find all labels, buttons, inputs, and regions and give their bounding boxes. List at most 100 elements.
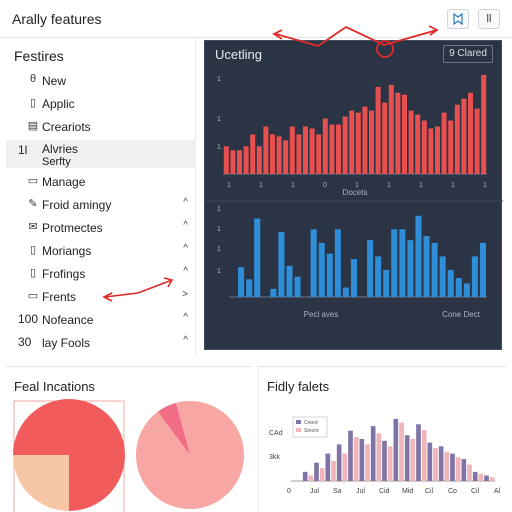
bottom-chart-bar xyxy=(367,240,374,297)
top-chart-bar xyxy=(481,74,487,174)
bottom-chart-bar xyxy=(471,256,478,297)
sidebar-item-label: Creariots xyxy=(42,120,91,134)
gbar-xtick: Al xyxy=(494,488,501,495)
sidebar-item[interactable]: θ New xyxy=(6,70,196,92)
bottom-chart-bar xyxy=(375,256,382,297)
sidebar-item[interactable]: 100 Nofeance ^ xyxy=(6,309,196,331)
bottom-chart-bar xyxy=(431,242,438,297)
chevron-icon[interactable]: ^ xyxy=(183,266,188,277)
top-chart-bar xyxy=(474,108,480,174)
top-chart-bar xyxy=(316,134,322,174)
grouped-bar-chart: Creed Srecre CAd 3kk 0 Jul Sa Jul Cid Mid Cil Co Cil… xyxy=(269,416,501,495)
sidebar-item[interactable]: ▯ Frofings ^ xyxy=(6,263,196,285)
sidebar-item[interactable]: ▭ Manage xyxy=(6,171,196,193)
grouped-bar xyxy=(382,440,387,481)
top-chart-xtick: 1 xyxy=(419,182,423,189)
sidebar-item[interactable]: 1l Alvries Serfty xyxy=(6,140,196,168)
pause-button[interactable]: ll xyxy=(478,9,500,29)
grouped-bar xyxy=(433,448,438,481)
top-chart-bar xyxy=(375,86,381,174)
grouped-bar xyxy=(467,464,472,481)
sidebar-item[interactable]: 30 lay Fools ^ xyxy=(6,332,196,354)
bottom-chart-bar xyxy=(270,288,277,297)
top-chart-ytick: 1 xyxy=(217,116,221,123)
grouped-bar xyxy=(331,460,336,481)
bookmark-icon xyxy=(453,12,463,26)
top-chart-bar xyxy=(369,110,374,174)
top-chart-xtick: 1 xyxy=(387,182,391,189)
panel-clear-button[interactable]: 9 Clared xyxy=(443,45,493,63)
bottom-chart-bar xyxy=(326,253,333,297)
chevron-icon[interactable]: ^ xyxy=(183,220,188,231)
grouped-bar xyxy=(489,477,495,481)
top-chart-bar xyxy=(461,98,467,174)
chevron-icon[interactable]: ^ xyxy=(183,312,188,323)
sidebar-item[interactable]: ✉ Protmectes ^ xyxy=(6,217,196,239)
top-chart-bar xyxy=(349,110,355,174)
grouped-bar xyxy=(455,457,461,481)
sidebar-item[interactable]: ▯ Applic xyxy=(6,93,196,115)
top-chart-bar xyxy=(415,114,421,174)
bottom-chart-bar xyxy=(254,218,261,297)
grouped-bar xyxy=(348,430,353,481)
bottom-chart-bar xyxy=(383,269,390,297)
top-chart-bar xyxy=(382,102,388,174)
pie-slice xyxy=(136,401,245,509)
grouped-bar xyxy=(336,444,342,481)
top-chart-bar xyxy=(270,134,275,174)
top-chart-xtick: 1 xyxy=(227,182,231,189)
bottom-chart-bar xyxy=(294,276,301,297)
bottom-chart-xlabel-left: Pecl aves xyxy=(304,310,339,319)
sidebar-item-label: Frofings xyxy=(42,267,86,281)
bottom-chart-bar xyxy=(479,242,486,297)
sidebar-item-label: Moriangs xyxy=(42,244,92,258)
top-chart-xtick: 1 xyxy=(483,182,487,189)
bottom-chart-bar xyxy=(447,269,454,297)
grouped-bar xyxy=(376,433,382,481)
top-chart-ytick: 1 xyxy=(217,76,221,83)
sidebar-item[interactable]: ▭ Frents > xyxy=(6,286,196,308)
bottom-chart-bar xyxy=(415,215,422,297)
grouped-bar xyxy=(302,471,308,481)
bookmark-button[interactable] xyxy=(447,9,469,29)
top-chart-bar xyxy=(336,124,341,174)
gbar-xtick: Co xyxy=(448,488,457,495)
top-chart-bar xyxy=(402,94,407,174)
chevron-icon[interactable]: ^ xyxy=(183,335,188,346)
grouped-bar xyxy=(472,471,478,481)
top-chart-bar xyxy=(355,112,361,174)
sidebar-item[interactable]: ▯ Moriangs ^ xyxy=(6,240,196,262)
gbar-ytick: CAd xyxy=(269,430,283,437)
top-chart-bar xyxy=(342,116,348,174)
chevron-icon[interactable]: > xyxy=(182,289,188,300)
top-chart-bar xyxy=(448,120,454,174)
bottom-chart-bar xyxy=(342,287,349,297)
chevron-icon[interactable]: ^ xyxy=(183,197,188,208)
grouped-bar xyxy=(404,435,410,481)
gbar-xtick: Jul xyxy=(310,488,319,495)
bottom-chart-bar xyxy=(407,240,414,297)
pie-slice xyxy=(13,455,69,511)
top-chart-bar xyxy=(303,126,308,174)
sidebar-item[interactable]: ▤ Creariots xyxy=(6,116,196,138)
bottom-chart-ytick: 1 xyxy=(217,206,221,213)
grouped-bar xyxy=(319,468,325,481)
sidebar-item[interactable]: ✎ Froid amingy ^ xyxy=(6,194,196,216)
chevron-icon[interactable]: ^ xyxy=(183,243,188,254)
grouped-bar xyxy=(325,453,331,481)
grouped-bar xyxy=(387,446,393,481)
top-chart-bar xyxy=(250,134,256,174)
grouped-bar xyxy=(353,437,359,481)
bottom-chart-ytick: 1 xyxy=(217,226,221,233)
sidebar-item-icon: θ xyxy=(29,73,37,85)
sidebar-item-icon: ▯ xyxy=(29,97,37,109)
bottom-chart-bar xyxy=(310,229,317,297)
top-chart-bar xyxy=(322,118,328,174)
sidebar-item-icon: ▯ xyxy=(29,267,37,279)
bottom-chart-bar xyxy=(350,259,357,297)
top-chart-bar xyxy=(276,136,282,174)
gbar-xtick: 0 xyxy=(287,488,291,495)
top-chart-ytick: 1 xyxy=(217,144,221,151)
top-chart-bar xyxy=(395,92,401,174)
